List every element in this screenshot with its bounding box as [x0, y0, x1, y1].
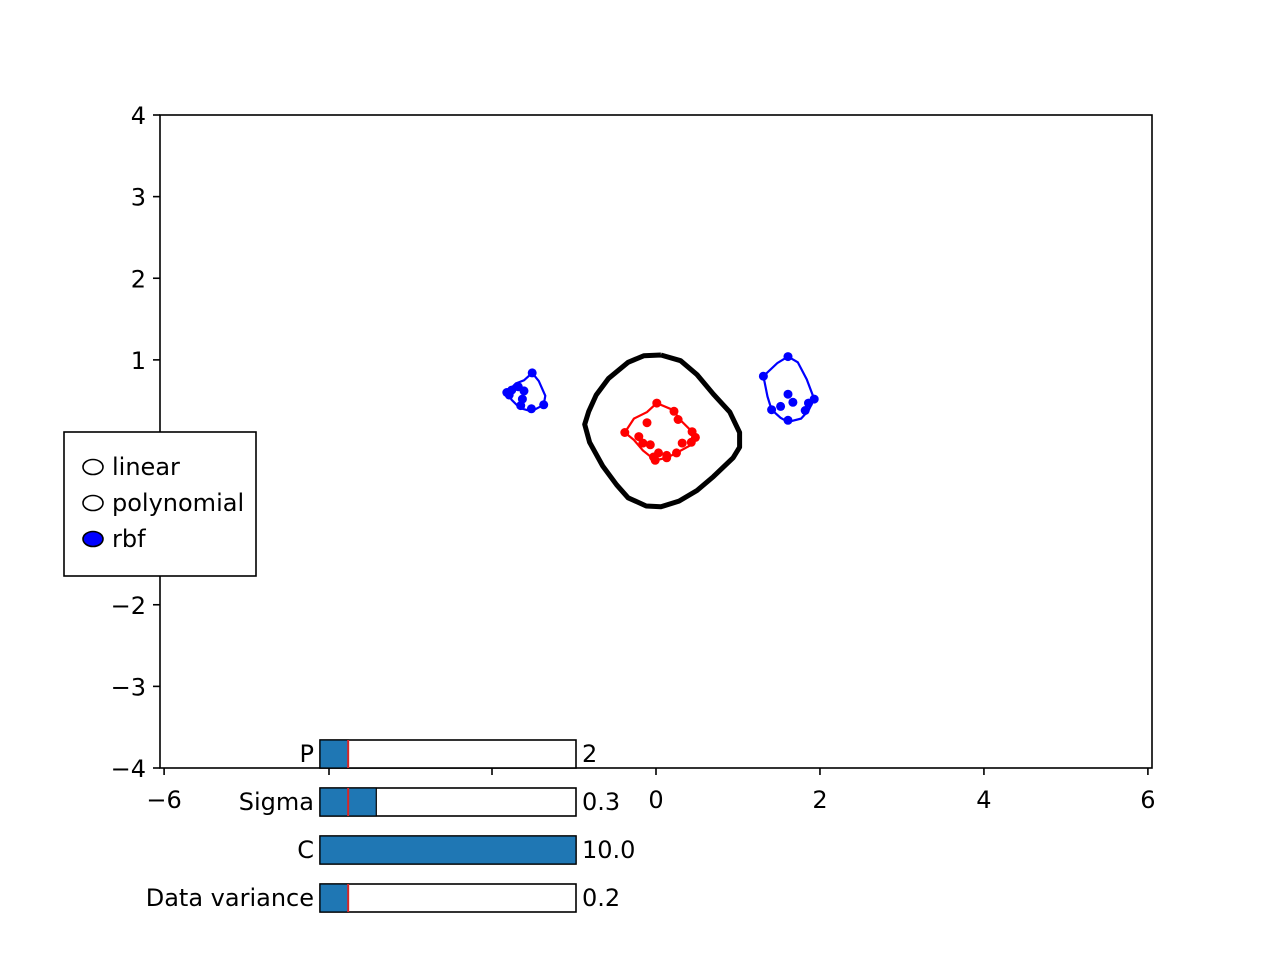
- y-tick-label: 3: [131, 184, 146, 212]
- slider-label: C: [297, 836, 314, 864]
- data-point: [638, 438, 648, 448]
- data-point: [783, 415, 793, 425]
- y-tick-label: −4: [111, 755, 146, 783]
- y-axis-ticks: −4 −3 −2 1 2 3 4: [111, 102, 160, 783]
- kernel-radio-panel: linear polynomial rbf: [63, 431, 257, 577]
- data-point: [650, 455, 660, 465]
- radio-label: linear: [112, 453, 180, 481]
- slider-label: P: [300, 740, 314, 768]
- x-tick-label: 2: [812, 786, 827, 814]
- series-layer: [502, 352, 819, 465]
- data-point: [539, 400, 549, 410]
- slider-fill[interactable]: [319, 835, 577, 865]
- data-point: [673, 415, 683, 424]
- radio-circle[interactable]: [82, 530, 104, 548]
- data-point: [672, 448, 681, 458]
- decision-boundary-layer: [582, 352, 743, 510]
- x-axis-ticks: −6 0 2 4 6: [146, 768, 1156, 814]
- plot-axes: −6 0 2 4 6 −4 −3 −2 1 2 3 4: [111, 102, 1156, 814]
- data-point: [758, 371, 768, 381]
- slider-c[interactable]: C 10.0: [297, 835, 635, 865]
- data-point: [776, 401, 786, 411]
- data-point: [620, 428, 630, 437]
- radio-circle[interactable]: [82, 494, 104, 512]
- data-point: [652, 398, 662, 408]
- data-point: [662, 453, 672, 463]
- y-tick-label: 4: [131, 102, 146, 130]
- slider-value: 10.0: [582, 836, 635, 864]
- radio-items: linear polynomial rbf: [82, 453, 244, 553]
- y-tick-label: −3: [111, 673, 146, 701]
- data-point: [767, 405, 777, 415]
- data-point: [642, 418, 652, 428]
- decision-boundary-line: [582, 352, 743, 510]
- data-point: [526, 404, 536, 414]
- slider-fill[interactable]: [319, 739, 349, 769]
- y-tick-label: −2: [111, 592, 146, 620]
- radio-circle[interactable]: [82, 458, 104, 476]
- radio-label: polynomial: [112, 489, 244, 517]
- data-point: [788, 397, 798, 407]
- kernel-option-rbf[interactable]: rbf: [82, 525, 146, 553]
- data-point: [783, 389, 793, 399]
- slider-label: Sigma: [239, 788, 314, 816]
- slider-track[interactable]: [319, 883, 577, 913]
- slider-sigma[interactable]: Sigma 0.3: [239, 787, 620, 817]
- slider-value: 0.2: [582, 884, 620, 912]
- x-tick-label: 0: [648, 786, 663, 814]
- data-point: [800, 406, 810, 415]
- kernel-option-linear[interactable]: linear: [82, 453, 180, 481]
- slider-data-variance[interactable]: Data variance 0.2: [146, 883, 620, 913]
- data-point: [686, 437, 696, 447]
- data-point: [654, 448, 663, 458]
- data-point: [677, 438, 687, 448]
- x-tick-label: 6: [1140, 786, 1155, 814]
- data-point: [519, 386, 529, 396]
- data-point: [516, 401, 526, 411]
- slider-label: Data variance: [146, 884, 314, 912]
- data-point: [645, 440, 655, 450]
- x-tick-label: −6: [146, 786, 181, 814]
- y-tick-label: 1: [131, 347, 146, 375]
- data-point: [504, 390, 514, 400]
- x-tick-label: 4: [976, 786, 991, 814]
- radio-label: rbf: [112, 525, 146, 553]
- data-point: [783, 352, 793, 362]
- slider-value: 2: [582, 740, 597, 768]
- slider-fill[interactable]: [319, 883, 349, 913]
- slider-value: 0.3: [582, 788, 620, 816]
- data-point: [804, 398, 813, 408]
- data-point: [634, 432, 644, 442]
- slider-track[interactable]: [319, 739, 577, 769]
- data-point: [669, 406, 679, 416]
- plot-area: [160, 115, 1152, 768]
- kernel-option-polynomial[interactable]: polynomial: [82, 489, 244, 517]
- data-point: [527, 368, 537, 378]
- y-tick-label: 2: [131, 265, 146, 293]
